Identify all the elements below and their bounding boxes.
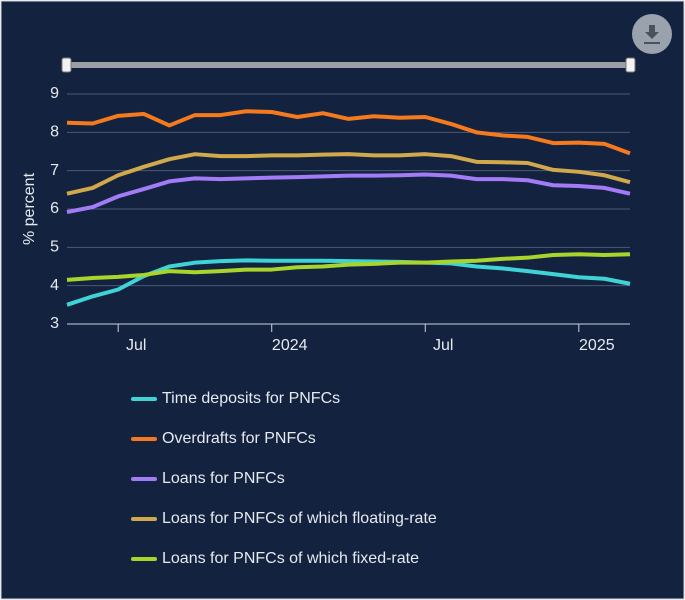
y-tick-label: 5: [50, 239, 59, 256]
legend-label: Overdrafts for PNFCs: [162, 430, 316, 447]
series-line: [66, 109, 631, 156]
navigator-bar: [67, 62, 630, 68]
legend-label: Loans for PNFCs: [162, 470, 285, 487]
x-tick-label: 2025: [579, 337, 615, 354]
series-line: [66, 152, 631, 196]
y-tick-label: 3: [50, 315, 59, 332]
y-tick-label: 7: [50, 162, 59, 179]
legend-label: Time deposits for PNFCs: [162, 390, 340, 407]
navigator-handle[interactable]: [625, 57, 636, 73]
series-line: [66, 258, 631, 307]
series-line: [66, 172, 631, 215]
legend-label: Loans for PNFCs of which fixed-rate: [162, 550, 419, 567]
x-tick-label: Jul: [433, 337, 453, 354]
download-icon[interactable]: [644, 25, 660, 44]
y-axis-label: % percent: [21, 172, 38, 245]
legend-label: Loans for PNFCs of which floating-rate: [162, 510, 437, 527]
y-tick-label: 8: [50, 124, 59, 141]
y-tick-label: 6: [50, 200, 59, 217]
x-tick-label: 2024: [272, 337, 308, 354]
series-line: [66, 252, 631, 282]
x-tick-label: Jul: [126, 337, 146, 354]
download-button[interactable]: [632, 14, 672, 54]
y-tick-label: 9: [50, 85, 59, 102]
navigator-handle[interactable]: [61, 57, 72, 73]
y-tick-label: 4: [50, 277, 59, 294]
